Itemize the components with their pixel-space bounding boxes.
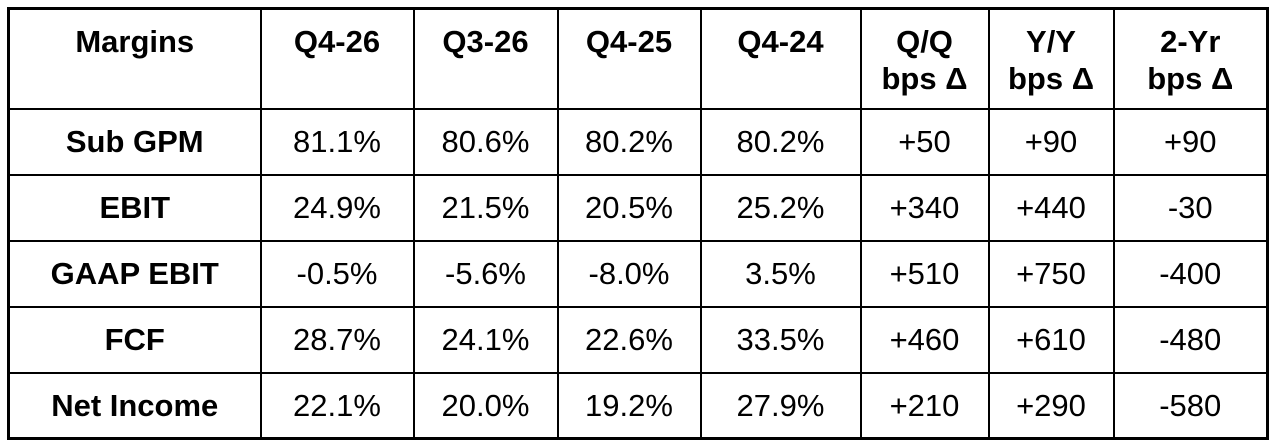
column-header-q3-26: Q3-26 (412, 7, 559, 110)
table-cell: 20.0% (412, 371, 559, 440)
table-cell: 80.2% (556, 107, 702, 176)
table-row-fcf: FCF 28.7% 24.1% 22.6% 33.5% +460 +610 -480 (7, 305, 1269, 374)
table-cell: 22.1% (259, 371, 415, 440)
column-header-margins: Margins (7, 7, 262, 110)
table-cell: 19.2% (556, 371, 702, 440)
table-cell: 25.2% (699, 173, 862, 242)
table-row-ebit: EBIT 24.9% 21.5% 20.5% 25.2% +340 +440 -30 (7, 173, 1269, 242)
table-row-sub-gpm: Sub GPM 81.1% 80.6% 80.2% 80.2% +50 +90 +90 (7, 107, 1269, 176)
row-label: EBIT (7, 173, 262, 242)
table-cell: -30 (1112, 173, 1269, 242)
column-header-label: Q4-26 (293, 24, 381, 59)
column-header-label: Y/Y (1026, 24, 1076, 59)
table-cell: +610 (987, 305, 1115, 374)
column-header-q-q: Q/Q bps Δ (859, 7, 990, 110)
column-header-y-y: Y/Y bps Δ (987, 7, 1115, 110)
table-cell: 24.9% (259, 173, 415, 242)
column-header-label: 2-Yr (1160, 24, 1221, 59)
table-cell: -0.5% (259, 239, 415, 308)
table-cell: 28.7% (259, 305, 415, 374)
column-header-q4-26: Q4-26 (259, 7, 415, 110)
table-cell: -5.6% (412, 239, 559, 308)
column-header-sublabel: bps Δ (1007, 61, 1094, 96)
row-label: Sub GPM (7, 107, 262, 176)
table-cell: 80.6% (412, 107, 559, 176)
margins-table: Margins Q4-26 Q3-26 Q4-25 Q4-24 Q/Q bps Δ Y/Y bp… (7, 7, 1269, 440)
table-cell: +460 (859, 305, 990, 374)
table-cell: +290 (987, 371, 1115, 440)
table-cell: +510 (859, 239, 990, 308)
table-cell: 21.5% (412, 173, 559, 242)
table-cell: 22.6% (556, 305, 702, 374)
table-cell: +210 (859, 371, 990, 440)
table-body: Sub GPM 81.1% 80.6% 80.2% 80.2% +50 +90 +90 EBIT… (7, 107, 1269, 440)
table-cell: 24.1% (412, 305, 559, 374)
column-header-q4-25: Q4-25 (556, 7, 702, 110)
table-cell: +340 (859, 173, 990, 242)
table-row-net-income: Net Income 22.1% 20.0% 19.2% 27.9% +210 +290 -5… (7, 371, 1269, 440)
table-cell: 20.5% (556, 173, 702, 242)
column-header-label: Margins (75, 24, 195, 59)
row-label: GAAP EBIT (7, 239, 262, 308)
table-cell: 81.1% (259, 107, 415, 176)
column-header-q4-24: Q4-24 (699, 7, 862, 110)
table-header: Margins Q4-26 Q3-26 Q4-25 Q4-24 Q/Q bps Δ Y/Y bp… (7, 7, 1269, 110)
table-cell: 3.5% (699, 239, 862, 308)
table-cell: -8.0% (556, 239, 702, 308)
table-cell: +90 (1112, 107, 1269, 176)
column-header-label: Q4-25 (585, 24, 673, 59)
table-cell: -580 (1112, 371, 1269, 440)
column-header-sublabel: bps Δ (1147, 61, 1234, 96)
header-row: Margins Q4-26 Q3-26 Q4-25 Q4-24 Q/Q bps Δ Y/Y bp… (7, 7, 1269, 110)
table-cell: +440 (987, 173, 1115, 242)
column-header-label: Q3-26 (442, 24, 529, 59)
table-cell: 33.5% (699, 305, 862, 374)
table-cell: 80.2% (699, 107, 862, 176)
column-header-label: Q4-24 (737, 24, 824, 59)
table-cell: +90 (987, 107, 1115, 176)
table-cell: -400 (1112, 239, 1269, 308)
column-header-sublabel: bps Δ (881, 61, 968, 96)
table-cell: 27.9% (699, 371, 862, 440)
table-row-gaap-ebit: GAAP EBIT -0.5% -5.6% -8.0% 3.5% +510 +750 -400 (7, 239, 1269, 308)
table-cell: +750 (987, 239, 1115, 308)
row-label: Net Income (7, 371, 262, 440)
table-cell: -480 (1112, 305, 1269, 374)
row-label: FCF (7, 305, 262, 374)
table-cell: +50 (859, 107, 990, 176)
column-header-label: Q/Q (896, 24, 953, 59)
column-header-2-yr: 2-Yr bps Δ (1112, 7, 1269, 110)
